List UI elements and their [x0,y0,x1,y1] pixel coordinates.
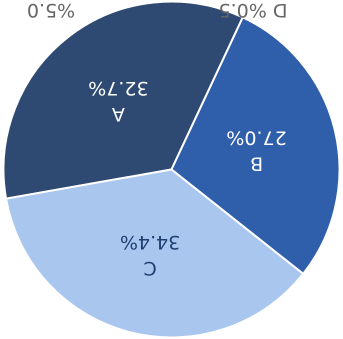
slice-label-a-percent: 32.7% [88,77,148,99]
pie-labels: A 32.7% B 27.0% C 34.4% [88,77,287,279]
pie-slice-b [170,16,341,276]
slice-label-b-name: B [250,152,263,174]
slice-label-c-name: C [143,257,156,279]
clipped-top-labels: %5.0 D %0.5 [27,0,288,21]
clipped-label-left: %5.0 [27,0,75,21]
slice-label-c-percent: 34.4% [120,231,180,253]
slice-label-b-percent: 27.0% [226,126,286,148]
pie-slice-c [4,168,305,339]
clipped-label-right: D %0.5 [219,0,288,21]
pie-slice-a [2,0,245,200]
slice-label-a-name: A [112,103,125,125]
